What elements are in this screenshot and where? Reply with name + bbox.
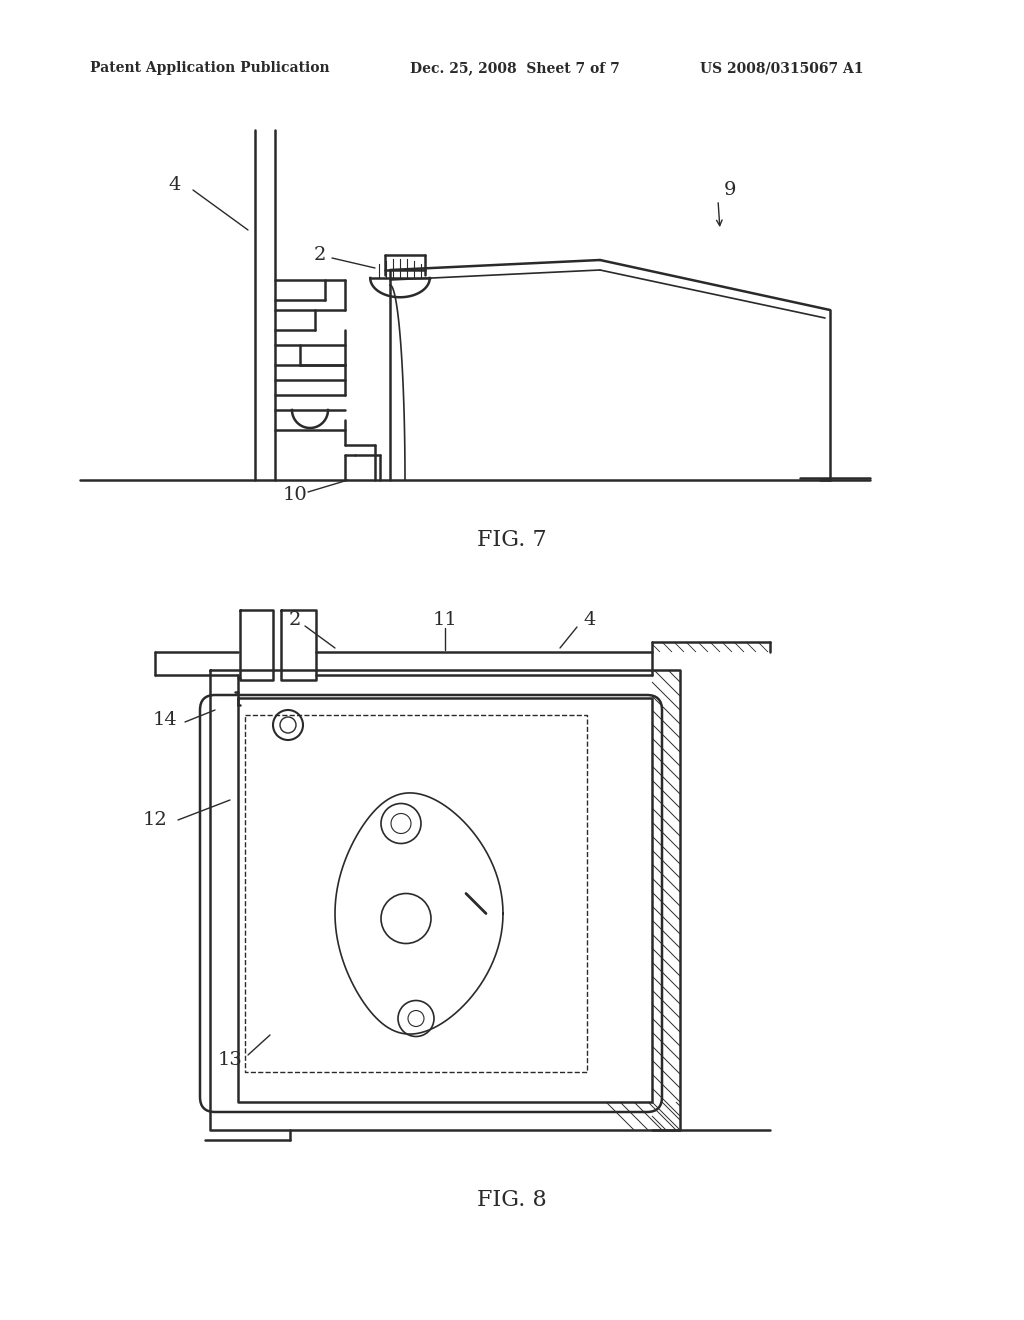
Bar [281, 610, 316, 680]
Bar [652, 642, 770, 652]
Bar [210, 1102, 680, 1130]
Text: 4: 4 [169, 176, 181, 194]
Text: 13: 13 [217, 1051, 243, 1069]
Bar [652, 671, 680, 1130]
Bar [210, 671, 238, 730]
Text: 2: 2 [313, 246, 327, 264]
Text: Dec. 25, 2008  Sheet 7 of 7: Dec. 25, 2008 Sheet 7 of 7 [410, 61, 620, 75]
Bar [240, 610, 273, 680]
Text: 14: 14 [153, 711, 177, 729]
Text: 4: 4 [584, 611, 596, 630]
Text: FIG. 8: FIG. 8 [477, 1189, 547, 1210]
Text: FIG. 7: FIG. 7 [477, 529, 547, 550]
Bar [155, 652, 238, 675]
Text: US 2008/0315067 A1: US 2008/0315067 A1 [700, 61, 863, 75]
Text: 9: 9 [724, 181, 736, 199]
Text: 11: 11 [432, 611, 458, 630]
Text: Patent Application Publication: Patent Application Publication [90, 61, 330, 75]
Text: 10: 10 [283, 486, 307, 504]
Text: 2: 2 [289, 611, 301, 630]
Text: 12: 12 [142, 810, 167, 829]
